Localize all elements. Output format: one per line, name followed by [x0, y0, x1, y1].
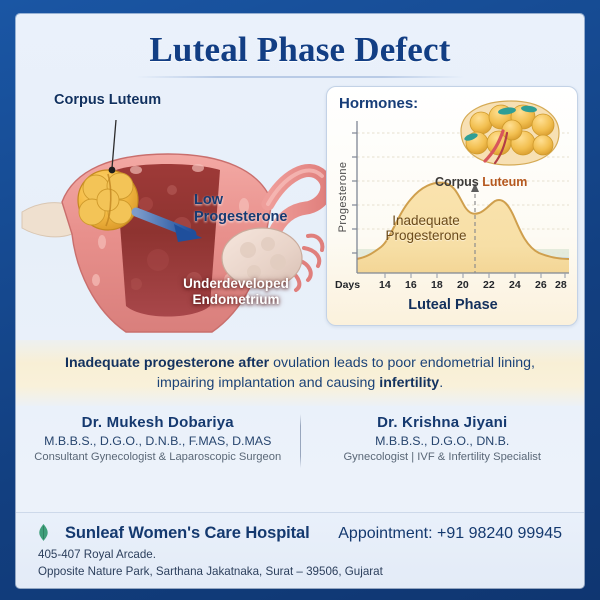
address-line-1: 405-407 Royal Arcade.: [38, 548, 156, 561]
chart-xtick-24: 24: [509, 279, 521, 291]
chart-label-corpus-luteum: Corpus Luteum: [435, 175, 527, 189]
chart-label-luteum: Luteum: [482, 175, 528, 189]
corpus-luteum-marker-line: [471, 183, 479, 273]
label-endometrium-line2: Endometrium: [192, 292, 280, 308]
low-progesterone-arrow: [131, 207, 202, 242]
corpus-luteum-inset: [460, 100, 560, 166]
leaf-icon: [38, 524, 49, 541]
progesterone-line: [356, 181, 570, 260]
doctors-divider: [299, 414, 301, 468]
doctor-card-1: Dr. Mukesh Dobariya M.B.B.S., D.G.O., D.…: [16, 410, 300, 463]
footer: Sunleaf Women's Care Hospital Appointmen…: [16, 512, 584, 588]
chart-label-inadequate-progesterone: Inadequate Progesterone: [361, 213, 491, 244]
chart-x-axis-prefix: Days: [335, 279, 361, 291]
chart-y-axis-label: Progesterone: [337, 161, 349, 233]
label-low-progesterone-line1: Low: [194, 192, 223, 208]
hospital-name: Sunleaf Women's Care Hospital: [65, 524, 310, 542]
description-bold-lead: Inadequate progesterone after: [65, 354, 270, 371]
description-period: .: [439, 375, 444, 391]
chart-xtick-20: 20: [457, 279, 469, 291]
doctor-2-name: Dr. Krishna Jiyani: [377, 414, 508, 431]
progesterone-area: [357, 182, 569, 273]
chart-xtick-28: 28: [555, 279, 567, 291]
corpus-luteum-structure: [77, 169, 139, 231]
doctor-2-degrees: M.B.B.S., D.G.O., DN.B.: [375, 434, 510, 448]
label-underdeveloped-endometrium: Underdeveloped Endometrium: [156, 276, 316, 308]
doctor-1-role: Consultant Gynecologist & Laparoscopic S…: [34, 451, 282, 463]
chart-xtick-18: 18: [431, 279, 443, 291]
doctor-1-degrees: M.B.B.S., D.G.O., D.N.B., F.MAS, D.MAS: [44, 434, 272, 448]
uterus-illustration: Corpus Luteum Low Progesterone Underdeve…: [16, 84, 328, 336]
address-line-2: Opposite Nature Park, Sarthana Jakatnaka…: [38, 565, 383, 578]
chart-title: Hormones:: [339, 95, 419, 112]
footer-top-row: Sunleaf Women's Care Hospital Appointmen…: [38, 521, 562, 543]
chart-xtick-14: 14: [379, 279, 391, 291]
chart-label-corpus: Corpus: [435, 175, 483, 189]
label-endometrium-line1: Underdeveloped: [183, 276, 289, 291]
chart-label-inadequate-line2: Progesterone: [385, 228, 467, 244]
title-block: Luteal Phase Defect: [16, 14, 584, 78]
doctor-2-role: Gynecologist | IVF & Infertility Special…: [343, 451, 542, 463]
description-middle: ovulation leads to poor endometrial lini…: [156, 354, 535, 391]
chart-x-axis-label: Luteal Phase: [408, 297, 498, 313]
poster-card: Luteal Phase Defect: [16, 14, 584, 588]
appointment-phone[interactable]: Appointment: +91 98240 99945: [338, 525, 562, 542]
label-corpus-luteum: Corpus Luteum: [54, 92, 162, 108]
uterus-diagram-svg: [21, 119, 328, 333]
title-divider: [135, 76, 465, 78]
progesterone-curve-svg: [352, 100, 570, 278]
chart-label-inadequate-line1: Inadequate: [392, 213, 460, 228]
chart-plot-area: Progesterone Corpus Luteum Inadequate Pr…: [327, 87, 577, 325]
chart-xtick-26: 26: [535, 279, 547, 291]
description-band: Inadequate progesterone after ovulation …: [16, 340, 584, 406]
chart-xtick-16: 16: [405, 279, 417, 291]
illustration-row: Corpus Luteum Low Progesterone Underdeve…: [16, 84, 584, 336]
doctor-card-2: Dr. Krishna Jiyani M.B.B.S., D.G.O., DN.…: [301, 410, 585, 463]
label-low-progesterone: Low Progesterone: [194, 192, 287, 226]
doctors-row: Dr. Mukesh Dobariya M.B.B.S., D.G.O., D.…: [16, 410, 584, 484]
description-bold-tail: infertility: [379, 375, 440, 391]
doctor-1-name: Dr. Mukesh Dobariya: [81, 414, 234, 431]
chart-xtick-22: 22: [483, 279, 495, 291]
chart-y-ticks: [352, 132, 357, 254]
hormone-chart-panel: Hormones:: [326, 86, 578, 326]
chart-x-ticks: [384, 273, 566, 278]
page-title: Luteal Phase Defect: [149, 30, 451, 69]
description-text: Inadequate progesterone after ovulation …: [57, 353, 543, 393]
label-low-progesterone-line2: Progesterone: [194, 209, 288, 226]
